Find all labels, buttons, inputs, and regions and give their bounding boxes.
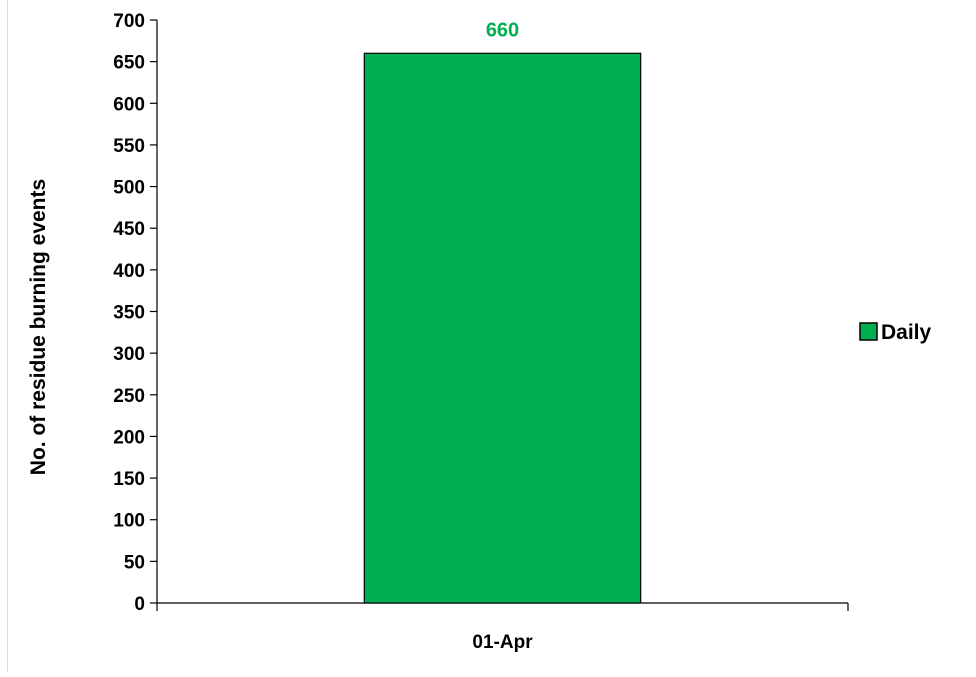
plot-area: 0 50 100 150 200 250 300 350 400 450 500 550 600 650 7…: [113, 11, 849, 653]
y-tick-label: 50: [124, 552, 145, 573]
y-tick-label: 100: [113, 511, 145, 532]
x-tick-label: 01-Apr: [472, 632, 533, 653]
y-tick-label: 250: [113, 386, 145, 407]
y-tick-label: 500: [113, 178, 145, 199]
y-tick-label: 700: [113, 11, 145, 32]
y-tick-label: 600: [113, 94, 145, 115]
data-label: 660: [486, 19, 519, 41]
bar-01-apr: [363, 52, 642, 604]
legend: Daily: [859, 321, 932, 344]
y-tick-label: 550: [113, 136, 145, 157]
y-tick-label: 650: [113, 53, 145, 74]
y-tick-label: 450: [113, 219, 145, 240]
y-axis-title: No. of residue burning events: [27, 179, 50, 475]
y-tick-label: 350: [113, 303, 145, 324]
y-tick-label: 300: [113, 344, 145, 365]
y-tick-label: 0: [134, 594, 145, 615]
legend-swatch-daily: [859, 322, 878, 341]
y-tick-label: 400: [113, 261, 145, 282]
y-tick-label: 200: [113, 427, 145, 448]
y-axis-title-group: No. of residue burning events: [27, 179, 50, 475]
y-tick-label: 150: [113, 469, 145, 490]
chart-frame-edge: [7, 0, 8, 672]
legend-label-daily: Daily: [881, 321, 932, 344]
